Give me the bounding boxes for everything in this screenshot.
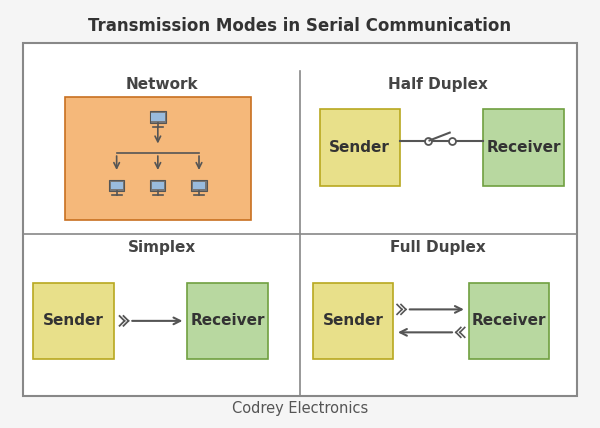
Text: Sender: Sender xyxy=(43,313,104,328)
Text: Half Duplex: Half Duplex xyxy=(388,77,488,92)
Bar xyxy=(33,282,113,359)
Text: Receiver: Receiver xyxy=(472,313,546,328)
Text: Sender: Sender xyxy=(329,140,390,155)
Text: Simplex: Simplex xyxy=(128,240,196,255)
Bar xyxy=(191,180,206,191)
Text: Full Duplex: Full Duplex xyxy=(391,240,486,255)
Bar xyxy=(149,111,166,123)
Text: Codrey Electronics: Codrey Electronics xyxy=(232,401,368,416)
Bar xyxy=(187,282,268,359)
Text: Receiver: Receiver xyxy=(487,140,561,155)
Bar xyxy=(484,109,564,186)
Bar xyxy=(65,97,251,220)
Bar xyxy=(23,43,577,396)
Bar xyxy=(151,113,164,122)
Text: Sender: Sender xyxy=(323,313,383,328)
Bar xyxy=(469,282,549,359)
Text: Receiver: Receiver xyxy=(190,313,265,328)
Bar xyxy=(110,181,123,190)
Bar xyxy=(193,181,205,190)
Bar xyxy=(152,181,164,190)
Bar xyxy=(313,282,393,359)
Text: Network: Network xyxy=(125,77,198,92)
Bar xyxy=(320,109,400,186)
Bar xyxy=(109,180,124,191)
Bar xyxy=(150,180,166,191)
Text: Transmission Modes in Serial Communication: Transmission Modes in Serial Communicati… xyxy=(88,17,512,35)
